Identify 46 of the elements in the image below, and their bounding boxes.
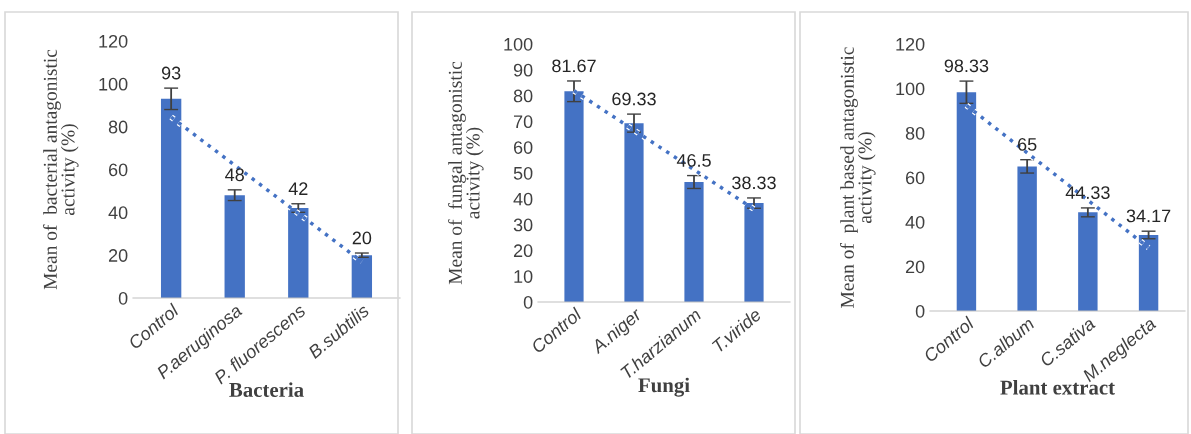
data-label: 20 [352, 231, 372, 245]
data-label: 34.17 [1126, 209, 1171, 223]
y-tick-label: 50 [513, 166, 533, 180]
bar [224, 195, 245, 298]
data-label: 93 [161, 66, 181, 80]
y-tick-label: 70 [513, 115, 533, 129]
y-tick-label: 80 [108, 120, 128, 134]
data-label: 98.33 [944, 59, 989, 73]
y-tick-label: 90 [513, 63, 533, 77]
y-tick-label: 100 [504, 37, 533, 51]
y-tick-label: 30 [513, 218, 533, 232]
x-axis-title: Bacteria [229, 382, 304, 397]
y-tick-label: 10 [514, 270, 533, 283]
y-axis-title: Mean of plant based antagonistic activity (%) [840, 47, 876, 308]
y-tick-label: 40 [905, 215, 925, 229]
y-axis-title: Mean of fungal antagonistic activity (%) [448, 61, 484, 285]
y-tick-label: 0 [523, 295, 533, 309]
data-label: 44.33 [1065, 186, 1110, 200]
y-tick-label: 0 [915, 304, 925, 318]
y-tick-label: 60 [513, 141, 533, 154]
y-tick-label: 0 [118, 291, 128, 305]
bar [1078, 212, 1098, 311]
y-tick-label: 60 [108, 163, 128, 177]
y-tick-label: 20 [513, 244, 533, 258]
bar [684, 182, 704, 302]
y-tick-label: 120 [99, 34, 128, 48]
data-label: 69.33 [612, 92, 656, 106]
y-tick-label: 100 [99, 77, 128, 91]
y-tick-label: 120 [896, 37, 925, 51]
data-label: 65 [1018, 138, 1037, 151]
data-label: 46.5 [676, 154, 711, 167]
x-axis-title: Fungi [638, 377, 690, 397]
y-tick-label: 100 [896, 82, 925, 96]
data-label: 42 [288, 182, 308, 195]
data-label: 81.67 [552, 59, 596, 73]
y-tick-label: 20 [905, 260, 925, 274]
data-label: 38.33 [732, 176, 776, 190]
data-label: 48 [225, 168, 244, 182]
y-tick-label: 80 [513, 89, 533, 103]
y-tick-label: 40 [513, 192, 533, 206]
y-tick-label: 40 [108, 206, 128, 220]
y-axis-title: Mean of bacterial antagonistic activity (%) [43, 49, 79, 290]
y-tick-label: 60 [905, 171, 925, 185]
bar [1017, 166, 1037, 311]
y-tick-label: 20 [108, 249, 128, 262]
y-tick-label: 80 [905, 126, 925, 140]
